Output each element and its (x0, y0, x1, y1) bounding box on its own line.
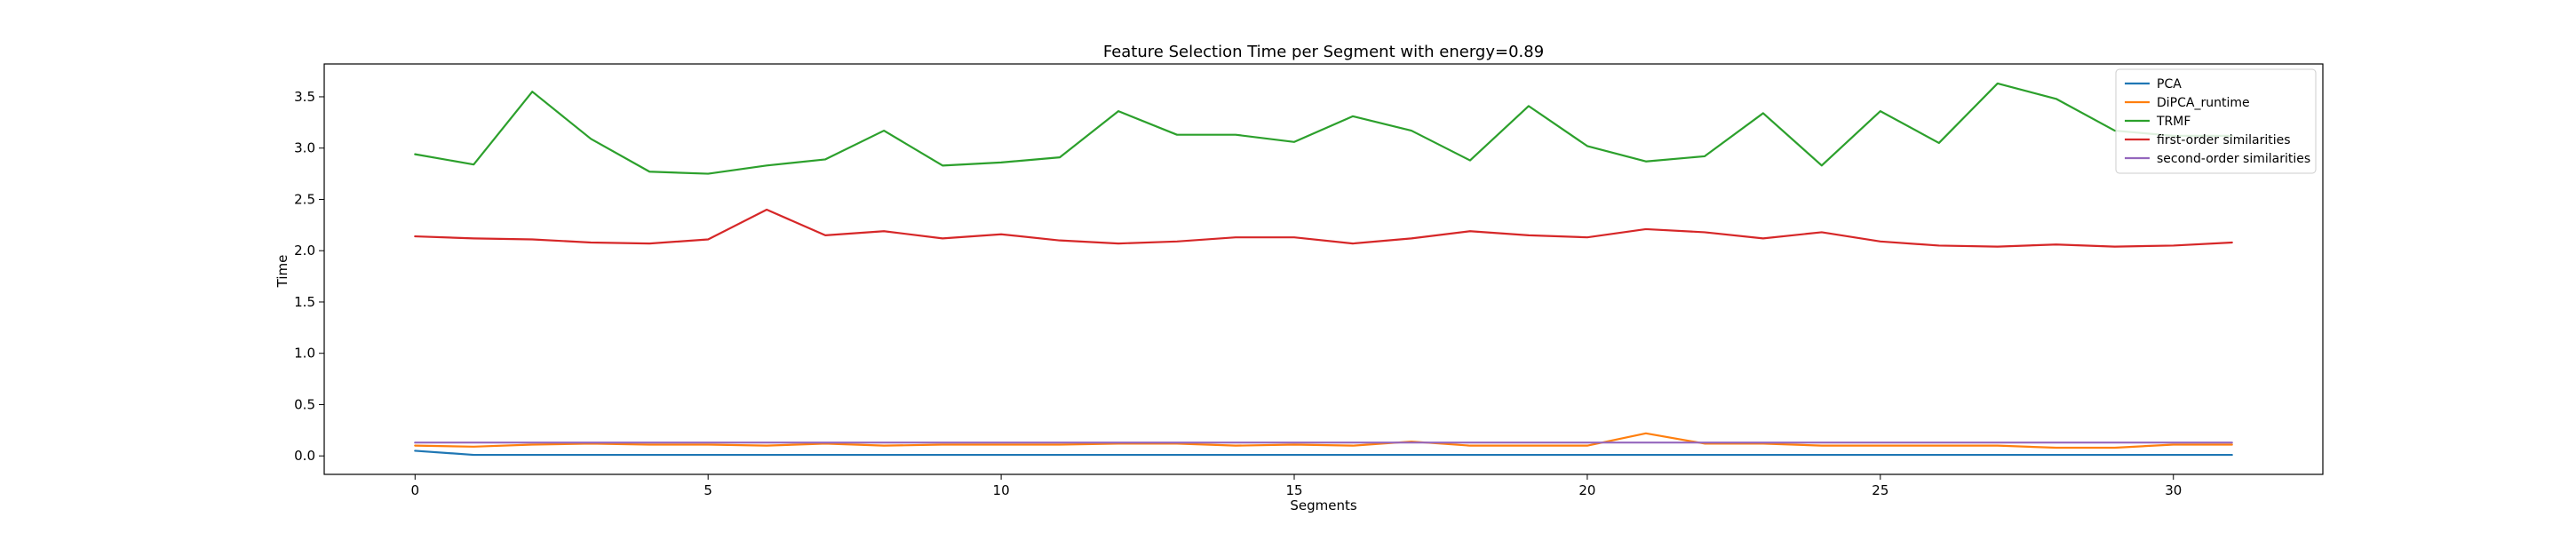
x-tick-label: 25 (1872, 482, 1888, 498)
legend: PCA DiPCA_runtime TRMF first-order similari… (2115, 68, 2317, 174)
x-axis-label: Segments (1290, 497, 1357, 513)
x-tick-label: 5 (704, 482, 712, 498)
series-line-trmf (414, 82, 2233, 175)
x-tick-label: 20 (1578, 482, 1595, 498)
x-tick-label: 15 (1285, 482, 1302, 498)
legend-label: TRMF (2156, 115, 2190, 129)
x-tick-label: 0 (410, 482, 419, 498)
y-tick-label: 0.5 (294, 396, 315, 412)
legend-label: DiPCA_runtime (2157, 96, 2250, 110)
legend-label: second-order similarities (2157, 152, 2310, 166)
y-tick-label: 0.0 (294, 448, 315, 464)
series-line-dipca-runtime (414, 432, 2233, 449)
y-tick-label: 1.0 (294, 346, 315, 362)
y-axis-label: Time (274, 255, 290, 289)
series-line-pca (414, 449, 2233, 457)
plot-frame (323, 63, 2324, 475)
legend-label: first-order similarities (2157, 133, 2291, 147)
x-tick-label: 10 (993, 482, 1010, 498)
x-tick-label: 30 (2165, 482, 2182, 498)
legend-box (2115, 68, 2317, 174)
plot-area: 0 5 10 15 20 25 30 0.0 0.5 1.0 1.5 2.0 2.5 3.0 3.5 (294, 82, 2233, 498)
y-tick-label: 3.5 (294, 89, 315, 105)
series-line-first-order-similarities (414, 208, 2233, 248)
y-tick-label: 2.5 (294, 191, 315, 207)
y-tick-label: 3.0 (294, 140, 315, 156)
y-tick-label: 2.0 (294, 243, 315, 259)
legend-label: PCA (2157, 77, 2182, 91)
chart-title: Feature Selection Time per Segment with … (1103, 43, 1544, 61)
y-tick-label: 1.5 (294, 294, 315, 310)
